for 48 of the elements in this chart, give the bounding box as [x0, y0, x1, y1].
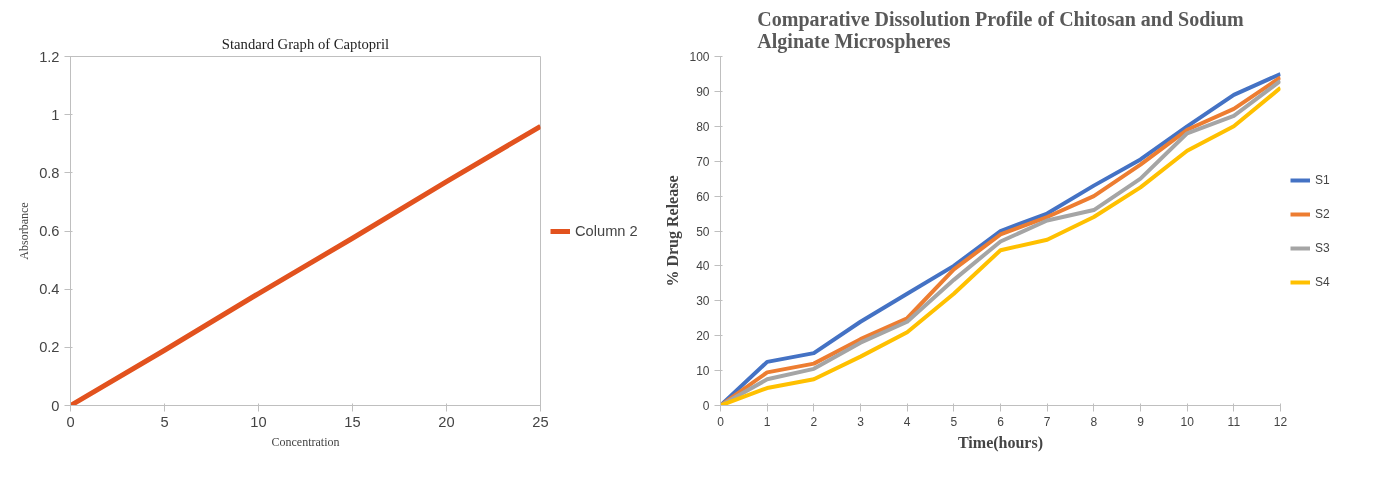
- x-tick-label: 11: [1227, 414, 1241, 429]
- y-tick-label: 0: [702, 399, 710, 413]
- x-tick-label: 9: [1137, 414, 1145, 429]
- x-axis-title: Time(hours): [957, 433, 1044, 452]
- x-tick-label: 8: [1090, 414, 1098, 429]
- y-tick-label: 0: [51, 397, 60, 414]
- x-tick-label: 3: [857, 414, 865, 429]
- x-tick-label: 7: [1043, 414, 1051, 429]
- y-tick-label: 100: [689, 50, 710, 64]
- x-tick-label: 0: [717, 414, 725, 429]
- legend-label: S3: [1315, 240, 1331, 255]
- x-tick-label: 2: [810, 414, 818, 429]
- legend-label: S2: [1315, 206, 1331, 221]
- x-axis-title: Concentration: [271, 434, 340, 449]
- y-tick-label: 1.2: [39, 48, 60, 65]
- x-tick-label: 0: [66, 413, 75, 430]
- y-tick-label: 1: [51, 106, 60, 123]
- x-tick-label: 12: [1273, 414, 1288, 429]
- x-tick-label: 1: [763, 414, 771, 429]
- y-tick-label: 80: [696, 119, 710, 134]
- x-tick-label: 4: [903, 414, 911, 429]
- y-tick-label: 50: [696, 224, 710, 239]
- legend-label: S1: [1315, 172, 1331, 187]
- x-tick-label: 10: [1180, 414, 1195, 429]
- y-tick-label: 30: [696, 294, 710, 309]
- x-tick-label: 15: [344, 413, 361, 430]
- x-tick-label: 5: [160, 413, 169, 430]
- y-tick-label: 0.2: [39, 339, 60, 356]
- chart-title: Standard Graph of Captopril: [221, 35, 390, 52]
- x-tick-label: 6: [997, 414, 1005, 429]
- y-tick-label: 90: [696, 84, 710, 99]
- y-tick-label: 70: [696, 154, 710, 169]
- y-tick-label: 40: [696, 259, 710, 274]
- x-tick-label: 25: [532, 413, 549, 430]
- y-tick-label: 60: [696, 189, 710, 204]
- legend-label: S4: [1315, 274, 1331, 289]
- y-axis-title: % Drug Release: [664, 175, 683, 287]
- x-tick-label: 5: [950, 414, 958, 429]
- y-tick-label: 0.8: [39, 164, 60, 181]
- x-tick-label: 20: [438, 413, 455, 430]
- y-tick-label: 0.4: [39, 281, 60, 298]
- chart-title: Comparative Dissolution Profile of Chitosan and Sodium Alginate Microspheres: [757, 7, 1245, 53]
- y-tick-label: 10: [696, 364, 710, 379]
- y-tick-label: 0.6: [39, 223, 60, 239]
- y-tick-label: 20: [696, 329, 710, 344]
- x-tick-label: 10: [250, 413, 267, 430]
- legend-label: Column 2: [575, 222, 638, 239]
- y-axis-title: Absorbance: [17, 202, 32, 260]
